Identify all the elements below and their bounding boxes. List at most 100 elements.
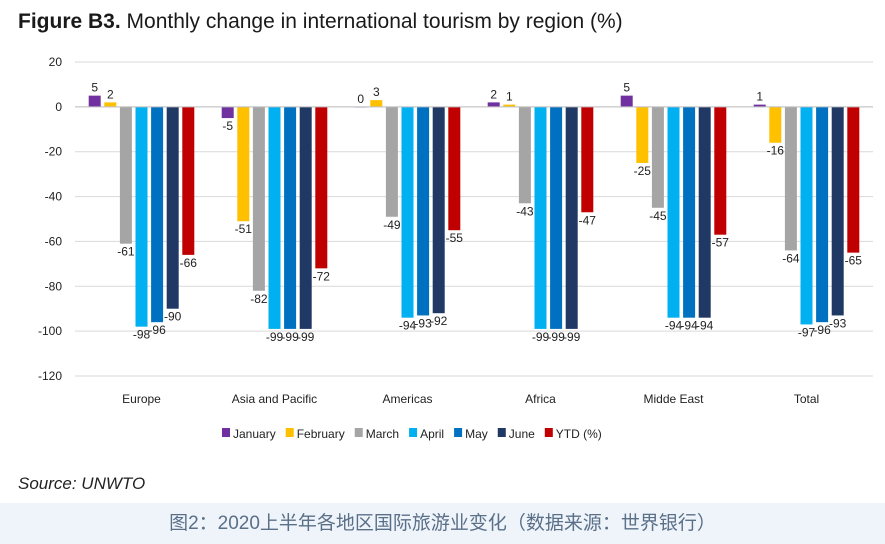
bar (166, 106, 179, 309)
data-label: -94 (399, 319, 417, 333)
bar (565, 106, 578, 329)
data-label: -96 (148, 323, 166, 337)
legend-swatch (409, 428, 418, 437)
legend-label: YTD (%) (556, 427, 602, 441)
legend-swatch (497, 428, 506, 437)
data-label: 0 (357, 92, 364, 106)
bar (237, 106, 250, 222)
y-tick-label: -20 (45, 145, 63, 159)
legend-swatch (454, 428, 463, 437)
data-label: -49 (383, 218, 401, 232)
data-label: -57 (712, 236, 730, 250)
bar (119, 106, 132, 244)
data-label: -25 (634, 164, 652, 178)
category-label: Total (794, 392, 819, 406)
legend-label: March (366, 427, 399, 441)
category-label: Asia and Pacific (232, 392, 317, 406)
bar (432, 106, 445, 314)
data-label: -72 (313, 269, 331, 283)
bar (534, 106, 547, 329)
bar (299, 106, 312, 329)
figure-label: Figure B3. (18, 10, 121, 33)
y-tick-label: -60 (45, 234, 63, 248)
data-label: -99 (563, 330, 581, 344)
data-label: -51 (235, 222, 253, 236)
bar (683, 106, 696, 318)
bar (151, 106, 164, 323)
data-label: 2 (490, 87, 497, 101)
y-tick-label: -120 (38, 369, 62, 383)
data-label: -82 (250, 292, 268, 306)
data-label: -61 (117, 245, 135, 259)
bar (417, 106, 430, 316)
data-label: 2 (107, 87, 114, 101)
bar (581, 106, 594, 213)
bar (816, 106, 829, 323)
bar (401, 106, 414, 318)
data-label: -65 (845, 254, 863, 268)
category-label: Midde East (643, 392, 704, 406)
data-label: 5 (623, 81, 630, 95)
data-label: -66 (180, 256, 198, 270)
legend-label: May (465, 427, 488, 441)
data-label: -64 (782, 251, 800, 265)
y-tick-label: -40 (45, 190, 63, 204)
y-tick-label: -100 (38, 324, 62, 338)
bar (636, 106, 649, 163)
bar (769, 106, 782, 143)
bar (651, 106, 664, 208)
category-label: Americas (382, 392, 432, 406)
data-label: -92 (430, 314, 448, 328)
y-tick-label: 0 (55, 100, 62, 114)
bar (315, 106, 328, 269)
data-label: -16 (767, 144, 785, 158)
category-label: Europe (122, 392, 161, 406)
bar (620, 95, 633, 107)
figure-title-text: Monthly change in international tourism … (126, 10, 623, 33)
data-label: -55 (446, 231, 464, 245)
data-label: -45 (649, 209, 667, 223)
bar (385, 106, 398, 217)
bar (370, 100, 383, 107)
legend-label: February (297, 427, 345, 441)
bar (104, 102, 117, 107)
data-label: -99 (547, 330, 565, 344)
bar (847, 106, 860, 253)
bar (667, 106, 680, 318)
bar (182, 106, 195, 255)
source-note: Source: UNWTO (18, 474, 146, 493)
legend-swatch (285, 428, 294, 437)
data-label: -43 (516, 204, 534, 218)
data-label: -90 (164, 310, 182, 324)
data-label: -93 (829, 316, 847, 330)
legend-label: June (509, 427, 535, 441)
bar (252, 106, 265, 291)
bar (518, 106, 531, 204)
bar (284, 106, 297, 329)
data-label: -47 (579, 213, 597, 227)
legend-swatch (222, 428, 230, 437)
legend-swatch (544, 428, 553, 437)
bar (268, 106, 281, 329)
data-label: -99 (281, 330, 299, 344)
legend-swatch (354, 428, 363, 437)
bar (135, 106, 148, 327)
data-label: 5 (91, 81, 98, 95)
bar (698, 106, 711, 318)
caption: 图2：2020上半年各地区国际旅游业变化（数据来源：世界银行） (0, 503, 885, 544)
data-label: -98 (133, 328, 151, 342)
bar (503, 104, 516, 107)
data-label: -94 (680, 319, 698, 333)
y-tick-label: -80 (45, 279, 63, 293)
bar (448, 106, 461, 231)
bar (550, 106, 563, 329)
category-label: Africa (525, 392, 556, 406)
bar (831, 106, 844, 316)
bar (800, 106, 813, 325)
data-label: -99 (266, 330, 284, 344)
data-label: 3 (373, 85, 380, 99)
data-label: -5 (222, 119, 233, 133)
bar (487, 102, 500, 107)
chart-title: Figure B3. Monthly change in internation… (18, 10, 623, 34)
bar (221, 106, 234, 119)
